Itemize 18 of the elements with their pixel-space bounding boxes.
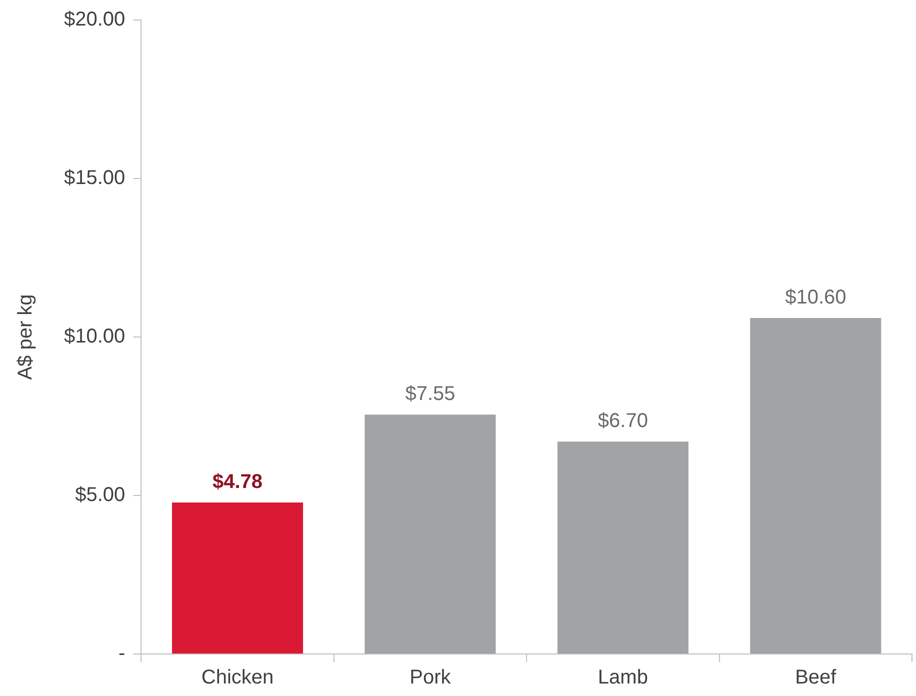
- data-label: $7.55: [405, 383, 456, 406]
- x-tick-label: Pork: [410, 666, 452, 689]
- data-label: $6.70: [598, 410, 648, 432]
- y-tick-label: -: [118, 642, 126, 665]
- bar: [557, 442, 688, 654]
- x-tick-label: Lamb: [598, 666, 648, 689]
- bar: [364, 414, 496, 654]
- data-label: $4.78: [212, 470, 263, 493]
- data-label: $10.60: [785, 286, 846, 308]
- x-tick-label: Chicken: [201, 666, 274, 689]
- y-axis-title: A$ per kg: [14, 294, 37, 380]
- bar: [750, 318, 882, 654]
- y-tick-label: $20.00: [64, 8, 126, 31]
- y-tick-label: $15.00: [64, 167, 126, 190]
- y-tick-label: $10.00: [64, 326, 126, 348]
- bar: [172, 502, 304, 654]
- y-tick-label: $5.00: [75, 484, 126, 506]
- x-tick-label: Beef: [795, 666, 837, 689]
